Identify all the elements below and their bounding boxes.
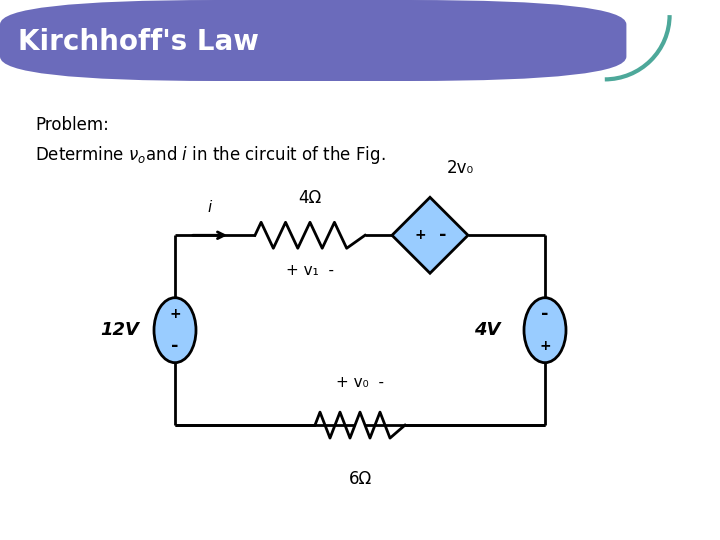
Text: 2v₀: 2v₀ (446, 159, 474, 177)
Text: +: + (169, 307, 181, 321)
Text: -: - (439, 226, 446, 244)
Text: 6Ω: 6Ω (348, 470, 372, 488)
Ellipse shape (524, 298, 566, 363)
Text: Kirchhoff's Law: Kirchhoff's Law (18, 28, 259, 56)
Text: Determine $\nu_o$and $i$ in the circuit of the Fig.: Determine $\nu_o$and $i$ in the circuit … (35, 144, 386, 166)
Text: + v₁  -: + v₁ - (286, 263, 334, 278)
Text: +: + (414, 228, 426, 242)
Text: 4Ω: 4Ω (298, 190, 322, 207)
FancyBboxPatch shape (0, 0, 626, 81)
Text: -: - (541, 305, 549, 323)
Text: + v₀  -: + v₀ - (336, 375, 384, 390)
Ellipse shape (154, 298, 196, 363)
Text: 12V: 12V (101, 321, 140, 339)
Text: Problem:: Problem: (35, 116, 109, 134)
Polygon shape (392, 197, 468, 273)
Text: +: + (539, 339, 551, 353)
Text: -: - (171, 337, 179, 355)
Text: 4V: 4V (474, 321, 500, 339)
Text: i: i (208, 200, 212, 215)
